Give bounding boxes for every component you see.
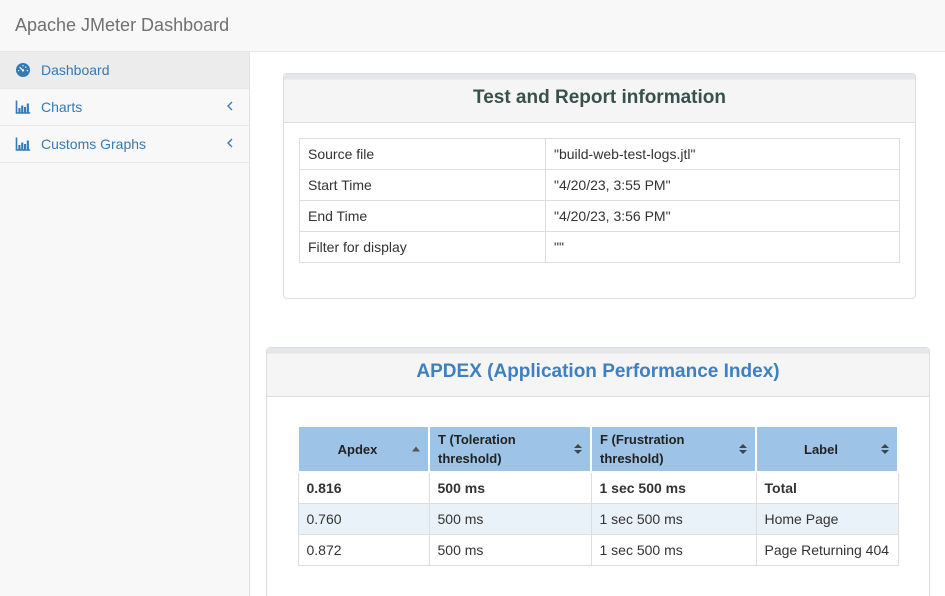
info-value-cell: "4/20/23, 3:55 PM" bbox=[546, 170, 900, 201]
panel-heading: Test and Report information bbox=[284, 74, 915, 123]
column-header-frustration[interactable]: F (Frustration threshold) bbox=[591, 426, 756, 472]
sidebar-item-label: Dashboard bbox=[41, 62, 110, 78]
toleration-cell: 500 ms bbox=[429, 472, 591, 504]
table-row: Start Time "4/20/23, 3:55 PM" bbox=[300, 170, 900, 201]
frustration-cell: 1 sec 500 ms bbox=[591, 535, 756, 566]
panel-title: APDEX (Application Performance Index) bbox=[282, 359, 914, 385]
toleration-cell: 500 ms bbox=[429, 535, 591, 566]
frustration-cell: 1 sec 500 ms bbox=[591, 504, 756, 535]
label-cell: Home Page bbox=[756, 504, 898, 535]
table-row: 0.872 500 ms 1 sec 500 ms Page Returning… bbox=[298, 535, 898, 566]
sort-both-icon bbox=[574, 444, 582, 454]
panel-title: Test and Report information bbox=[299, 85, 900, 111]
main-content: Test and Report information Source file … bbox=[250, 73, 945, 596]
label-cell: Total bbox=[756, 472, 898, 504]
label-cell: Page Returning 404 bbox=[756, 535, 898, 566]
table-row: Filter for display "" bbox=[300, 232, 900, 263]
panel-test-report-info: Test and Report information Source file … bbox=[283, 73, 916, 299]
apdex-table: Apdex T (Toleration threshold) F (Frustr… bbox=[297, 425, 899, 566]
apdex-value-cell: 0.760 bbox=[298, 504, 429, 535]
sidebar-item-label: Customs Graphs bbox=[41, 136, 146, 152]
sort-both-icon bbox=[739, 444, 747, 454]
table-row: 0.760 500 ms 1 sec 500 ms Home Page bbox=[298, 504, 898, 535]
chevron-left-icon[interactable] bbox=[225, 99, 235, 115]
top-navbar: Apache JMeter Dashboard bbox=[0, 0, 945, 52]
dashboard-icon bbox=[15, 62, 31, 78]
sort-both-icon bbox=[881, 444, 889, 454]
sidebar-item-customs-graphs[interactable]: Customs Graphs bbox=[0, 126, 249, 163]
panel-body: Source file "build-web-test-logs.jtl" St… bbox=[284, 123, 915, 298]
table-row: 0.816 500 ms 1 sec 500 ms Total bbox=[298, 472, 898, 504]
info-label-cell: Source file bbox=[300, 139, 546, 170]
info-value-cell: "" bbox=[546, 232, 900, 263]
sidebar-item-charts[interactable]: Charts bbox=[0, 89, 249, 126]
sidebar: Dashboard Charts bbox=[0, 52, 250, 596]
bar-chart-icon bbox=[15, 99, 31, 115]
frustration-cell: 1 sec 500 ms bbox=[591, 472, 756, 504]
column-header-label[interactable]: Label bbox=[756, 426, 898, 472]
panel-heading: APDEX (Application Performance Index) bbox=[267, 348, 929, 397]
test-info-table: Source file "build-web-test-logs.jtl" St… bbox=[299, 138, 900, 263]
sort-ascending-icon bbox=[412, 447, 420, 452]
info-label-cell: Start Time bbox=[300, 170, 546, 201]
apdex-value-cell: 0.816 bbox=[298, 472, 429, 504]
apdex-value-cell: 0.872 bbox=[298, 535, 429, 566]
column-header-apdex[interactable]: Apdex bbox=[298, 426, 429, 472]
toleration-cell: 500 ms bbox=[429, 504, 591, 535]
table-row: Source file "build-web-test-logs.jtl" bbox=[300, 139, 900, 170]
column-header-toleration[interactable]: T (Toleration threshold) bbox=[429, 426, 591, 472]
bar-chart-icon bbox=[15, 136, 31, 152]
panel-body: Apdex T (Toleration threshold) F (Frustr… bbox=[267, 397, 929, 596]
chevron-left-icon[interactable] bbox=[225, 136, 235, 152]
table-row: End Time "4/20/23, 3:56 PM" bbox=[300, 201, 900, 232]
app-title: Apache JMeter Dashboard bbox=[15, 15, 229, 36]
info-label-cell: End Time bbox=[300, 201, 546, 232]
table-header-row: Apdex T (Toleration threshold) F (Frustr… bbox=[298, 426, 898, 472]
panel-apdex: APDEX (Application Performance Index) Ap… bbox=[266, 347, 930, 596]
info-label-cell: Filter for display bbox=[300, 232, 546, 263]
info-value-cell: "4/20/23, 3:56 PM" bbox=[546, 201, 900, 232]
sidebar-item-label: Charts bbox=[41, 99, 82, 115]
info-value-cell: "build-web-test-logs.jtl" bbox=[546, 139, 900, 170]
sidebar-item-dashboard[interactable]: Dashboard bbox=[0, 52, 249, 89]
